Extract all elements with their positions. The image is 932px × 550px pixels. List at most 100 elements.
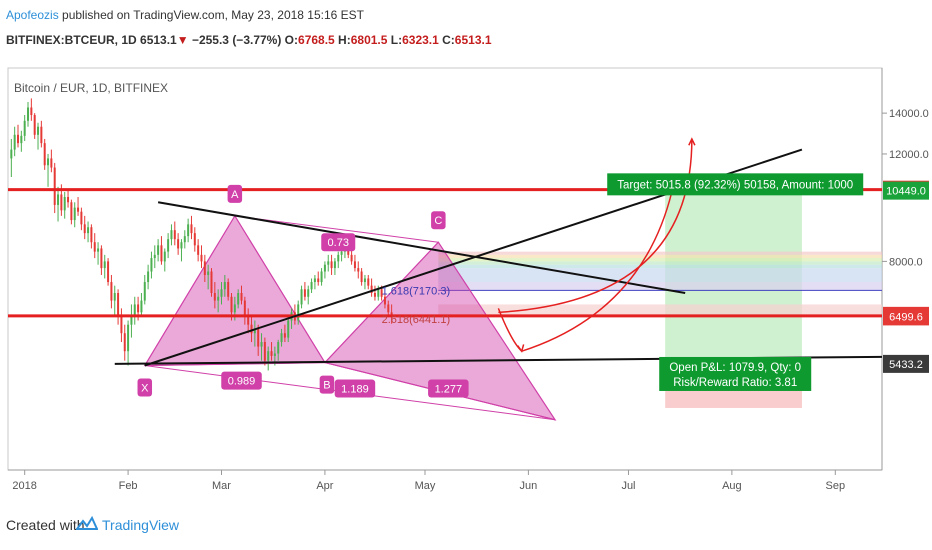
candle-body (253, 328, 256, 334)
candle-body (177, 239, 180, 249)
candle-body (377, 289, 380, 297)
ratio-bd-label: 1.277 (435, 384, 463, 396)
candle-body (103, 261, 106, 269)
ratio-xb-label-box (221, 371, 262, 390)
candle-body (270, 351, 273, 356)
candle-body (263, 342, 266, 361)
candle-body (267, 351, 270, 361)
ratio-xb-label: 0.989 (228, 376, 256, 388)
candle-body (160, 245, 163, 262)
ratio-bd-label-box (428, 379, 469, 398)
ratio-ac-label-box (321, 233, 356, 252)
candle-body (297, 304, 300, 321)
high-label: H: (334, 33, 351, 47)
candle-body (387, 304, 390, 313)
projection-up-arrow (521, 191, 673, 352)
candle-body (227, 282, 230, 297)
x-tick-label: Aug (722, 480, 742, 492)
pnl-label-box (659, 356, 812, 391)
created-with-text: Created with (6, 517, 85, 533)
candle-body (240, 293, 243, 301)
candle-body (327, 261, 330, 265)
candle-body (350, 254, 353, 262)
x-tick-label: Apr (316, 480, 333, 492)
candle-body (17, 134, 20, 144)
tradingview-brand[interactable]: TradingView (102, 517, 180, 533)
y-tick-label: 8000.0 (889, 256, 923, 268)
candle-body (10, 149, 13, 159)
low-value: 6323.1 (402, 33, 439, 47)
candle-body (77, 207, 80, 212)
candle-body (203, 261, 206, 275)
author-link[interactable]: Apofeozis (6, 8, 59, 22)
candle-body (100, 248, 103, 269)
tradingview-logo-icon (76, 515, 98, 530)
low-label: L: (387, 33, 403, 47)
candle-body (40, 126, 43, 144)
candle-body (60, 194, 63, 211)
change-arrow: ▼ (176, 33, 189, 47)
candle-body (233, 304, 236, 313)
risk-reward-label: Risk/Reward Ratio: 3.81 (673, 377, 797, 389)
candle-body (53, 167, 56, 205)
price-badge (883, 354, 929, 373)
candle-body (83, 224, 86, 234)
ratio-xd-label: 1.189 (341, 384, 369, 396)
fib-band (438, 268, 882, 283)
candle-body (110, 282, 113, 301)
candle-body (163, 251, 166, 262)
candle-body (213, 293, 216, 301)
x-tick-label: Mar (212, 480, 231, 492)
candle-body (107, 261, 110, 283)
candle-body (360, 271, 363, 283)
publish-line: Apofeozis published on TradingView.com, … (6, 8, 364, 22)
chart-header: Apofeozis published on TradingView.com, … (0, 0, 932, 62)
candle-body (33, 115, 36, 135)
candle-body (13, 134, 16, 150)
falling-trendline[interactable] (157, 201, 686, 294)
price-badge-label: 10449.0 (886, 186, 926, 198)
candle-body (200, 254, 203, 262)
price-badge (883, 181, 929, 200)
price-chart[interactable]: Bitcoin / EUR, 1D, BITFINEX 14000.0 12000.… (0, 62, 932, 502)
candle-body (67, 197, 70, 203)
fib-band (438, 282, 882, 291)
candle-body (277, 342, 280, 354)
x-tick-label: 2018 (12, 480, 36, 492)
candle-body (87, 227, 90, 234)
fib-band (438, 264, 882, 269)
open-value: 6768.5 (298, 33, 335, 47)
candle-body (300, 289, 303, 305)
candle-body (340, 251, 343, 255)
fib-label-1618: 1.618(7170.3) (382, 285, 451, 297)
pattern-point-x-box (137, 378, 153, 397)
candle-body (37, 126, 40, 135)
pattern-point-a: A (231, 189, 239, 201)
ratio-xd-label-box (334, 379, 376, 398)
arrow-head (517, 344, 525, 353)
candle-body (230, 296, 233, 313)
candle-body (153, 254, 156, 259)
y-tick-label: 14000.0 (889, 108, 929, 120)
candle-body (237, 293, 240, 305)
candle-body (133, 304, 136, 317)
fib-band (438, 258, 882, 262)
candle-body (50, 158, 53, 168)
pattern-point-b: B (323, 380, 330, 392)
candle-body (97, 248, 100, 252)
last-price: 6513.1 (140, 33, 177, 47)
candle-body (373, 293, 376, 297)
price-badge (883, 307, 929, 326)
candle-body (273, 353, 276, 356)
candle-body (320, 271, 323, 283)
candle-body (117, 293, 120, 317)
candle-body (137, 304, 140, 313)
candle-body (257, 328, 260, 347)
open-label: O: (281, 33, 299, 47)
candle-body (390, 312, 393, 316)
candle-body (47, 158, 50, 166)
candle-body (333, 261, 336, 269)
x-tick-label: Jun (520, 480, 538, 492)
candle-body (223, 282, 226, 290)
candle-body (247, 316, 250, 325)
